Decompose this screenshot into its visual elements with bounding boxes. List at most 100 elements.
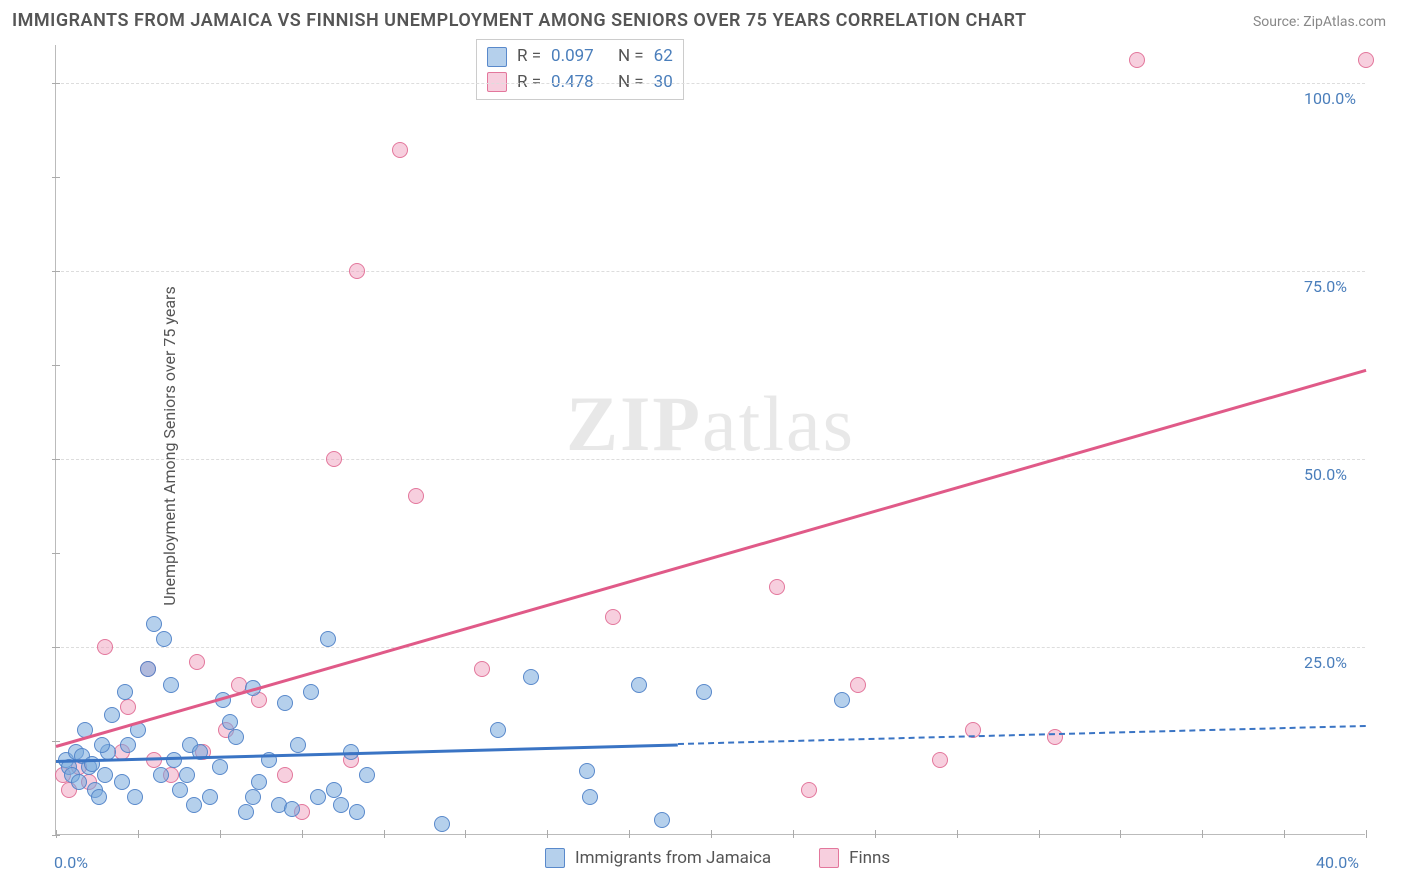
tick-x (302, 830, 303, 838)
scatter-point-finns (189, 654, 205, 670)
r-label: R = (517, 44, 541, 70)
x-axis-tick-label: 0.0% (54, 853, 88, 872)
scatter-point-jamaica (140, 661, 156, 677)
tick-x (793, 830, 794, 838)
tick-y (52, 553, 60, 554)
tick-x (547, 830, 548, 838)
scatter-point-finns (474, 661, 490, 677)
source-link[interactable]: ZipAtlas.com (1303, 14, 1386, 30)
scatter-point-jamaica (172, 782, 188, 798)
scatter-point-jamaica (333, 797, 349, 813)
scatter-point-jamaica (326, 782, 342, 798)
tick-y (52, 647, 60, 648)
tick-x (957, 830, 958, 838)
correlation-legend: R = 0.097 N = 62 R = 0.478 N = 30 (476, 39, 684, 100)
scatter-point-finns (1129, 52, 1145, 68)
scatter-point-jamaica (523, 669, 539, 685)
scatter-point-jamaica (834, 692, 850, 708)
gridline-h (56, 459, 1365, 460)
source-attribution: Source: ZipAtlas.com (1253, 14, 1386, 30)
tick-y (52, 83, 60, 84)
x-axis-tick-label: 40.0% (1316, 853, 1359, 872)
scatter-point-jamaica (127, 789, 143, 805)
tick-x (1284, 830, 1285, 838)
scatter-point-jamaica (104, 707, 120, 723)
scatter-point-jamaica (153, 767, 169, 783)
scatter-point-finns (392, 142, 408, 158)
scatter-point-jamaica (582, 789, 598, 805)
scatter-point-jamaica (654, 812, 670, 828)
series-legend: Immigrants from Jamaica Finns (545, 848, 890, 868)
legend-swatch-blue (545, 848, 565, 868)
watermark: ZIPatlas (566, 379, 855, 469)
scatter-point-finns (326, 451, 342, 467)
scatter-point-finns (1358, 52, 1374, 68)
legend-label-jamaica: Immigrants from Jamaica (575, 848, 771, 868)
legend-swatch-pink (819, 848, 839, 868)
tick-x (711, 830, 712, 838)
scatter-point-jamaica (349, 804, 365, 820)
tick-x (875, 830, 876, 838)
tick-y (52, 741, 60, 742)
gridline-h (56, 271, 1365, 272)
scatter-point-jamaica (434, 816, 450, 832)
scatter-point-jamaica (114, 774, 130, 790)
scatter-point-finns (97, 639, 113, 655)
scatter-point-jamaica (320, 631, 336, 647)
tick-y (52, 271, 60, 272)
n-label: N = (618, 44, 644, 70)
trend-line-jamaica-extrapolated (678, 725, 1366, 745)
gridline-h (56, 647, 1365, 648)
scatter-point-jamaica (202, 789, 218, 805)
scatter-point-jamaica (186, 797, 202, 813)
scatter-point-finns (801, 782, 817, 798)
tick-x (465, 830, 466, 838)
scatter-point-finns (605, 609, 621, 625)
tick-y (52, 835, 60, 836)
scatter-point-jamaica (212, 759, 228, 775)
scatter-point-finns (120, 699, 136, 715)
tick-x (384, 830, 385, 838)
tick-x (56, 830, 57, 838)
tick-x (1039, 830, 1040, 838)
scatter-point-jamaica (284, 801, 300, 817)
scatter-point-jamaica (579, 763, 595, 779)
scatter-point-jamaica (222, 714, 238, 730)
scatter-point-jamaica (91, 789, 107, 805)
scatter-point-jamaica (303, 684, 319, 700)
scatter-point-jamaica (179, 767, 195, 783)
gridline-h (56, 83, 1365, 84)
y-axis-tick-label: 25.0% (1304, 653, 1347, 672)
legend-swatch-blue (487, 47, 507, 67)
tick-y (52, 177, 60, 178)
scatter-point-jamaica (245, 789, 261, 805)
scatter-point-finns (349, 263, 365, 279)
scatter-point-jamaica (120, 737, 136, 753)
tick-y (52, 365, 60, 366)
scatter-point-jamaica (251, 774, 267, 790)
tick-x (629, 830, 630, 838)
watermark-zip: ZIP (566, 380, 702, 467)
plot-area: ZIPatlas R = 0.097 N = 62 R = 0.478 N = … (55, 45, 1365, 835)
scatter-point-finns (408, 488, 424, 504)
tick-x (138, 830, 139, 838)
scatter-point-jamaica (163, 677, 179, 693)
scatter-point-finns (769, 579, 785, 595)
scatter-point-jamaica (71, 774, 87, 790)
tick-x (1202, 830, 1203, 838)
tick-x (220, 830, 221, 838)
chart-container: IMMIGRANTS FROM JAMAICA VS FINNISH UNEMP… (0, 0, 1406, 892)
scatter-point-jamaica (277, 695, 293, 711)
scatter-point-jamaica (238, 804, 254, 820)
y-axis-tick-label: 50.0% (1304, 465, 1347, 484)
tick-y (52, 459, 60, 460)
scatter-point-jamaica (117, 684, 133, 700)
scatter-point-jamaica (310, 789, 326, 805)
legend-row-jamaica: R = 0.097 N = 62 (487, 44, 673, 70)
scatter-point-finns (850, 677, 866, 693)
chart-title: IMMIGRANTS FROM JAMAICA VS FINNISH UNEMP… (12, 10, 1027, 31)
scatter-point-jamaica (156, 631, 172, 647)
scatter-point-jamaica (94, 737, 110, 753)
scatter-point-jamaica (97, 767, 113, 783)
r-value-jamaica: 0.097 (551, 44, 594, 70)
